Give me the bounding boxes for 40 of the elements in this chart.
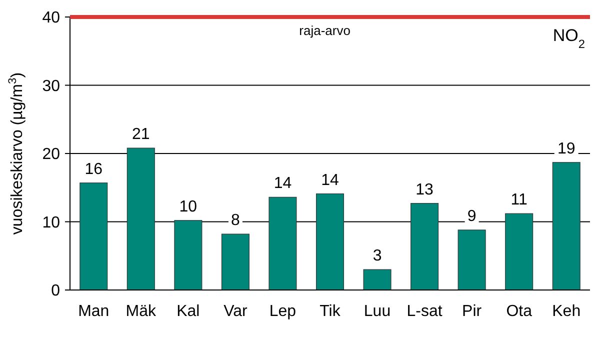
- data-label: 11: [510, 192, 528, 209]
- data-label: 13: [416, 181, 434, 198]
- x-tick-label: Mäk: [126, 303, 158, 320]
- data-label: 14: [274, 175, 292, 192]
- bar: [316, 193, 344, 290]
- bar: [410, 203, 439, 290]
- x-tick-label: Man: [78, 303, 110, 320]
- x-tick-label: Keh: [552, 303, 581, 320]
- y-tick-label: 40: [42, 10, 60, 27]
- data-label: 9: [467, 208, 476, 225]
- bar: [80, 182, 108, 290]
- x-tick-label: Lep: [269, 303, 296, 320]
- bar: [363, 269, 392, 290]
- bar: [221, 234, 250, 290]
- x-tick-label: L-sat: [406, 303, 443, 320]
- bar: [552, 162, 580, 290]
- bar: [505, 213, 534, 290]
- data-label: 21: [132, 126, 150, 144]
- data-label: 3: [372, 248, 382, 265]
- data-label: 14: [321, 172, 339, 189]
- data-label: 16: [84, 160, 103, 178]
- data-label: 8: [231, 212, 240, 230]
- x-tick-label: Kal: [176, 303, 200, 320]
- y-tick-label: 10: [42, 214, 60, 232]
- annotation: NO$_{2}$: [552, 26, 586, 51]
- x-tick-label: Pir: [462, 303, 482, 320]
- y-tick-label: 30: [42, 78, 60, 95]
- bar: [174, 220, 202, 290]
- x-tick-label: Ota: [506, 303, 532, 320]
- ref-line-label: raja-arvo: [299, 23, 350, 38]
- x-tick-label: Tik: [320, 303, 342, 320]
- x-tick-label: Luu: [364, 303, 391, 320]
- data-label: 19: [557, 140, 576, 158]
- data-label: 10: [179, 198, 198, 216]
- bar: [126, 148, 155, 290]
- bar: [458, 230, 486, 290]
- y-tick-label: 0: [51, 282, 60, 300]
- y-tick-label: 20: [42, 146, 60, 164]
- x-tick-label: Var: [224, 303, 248, 320]
- bar: [268, 196, 297, 290]
